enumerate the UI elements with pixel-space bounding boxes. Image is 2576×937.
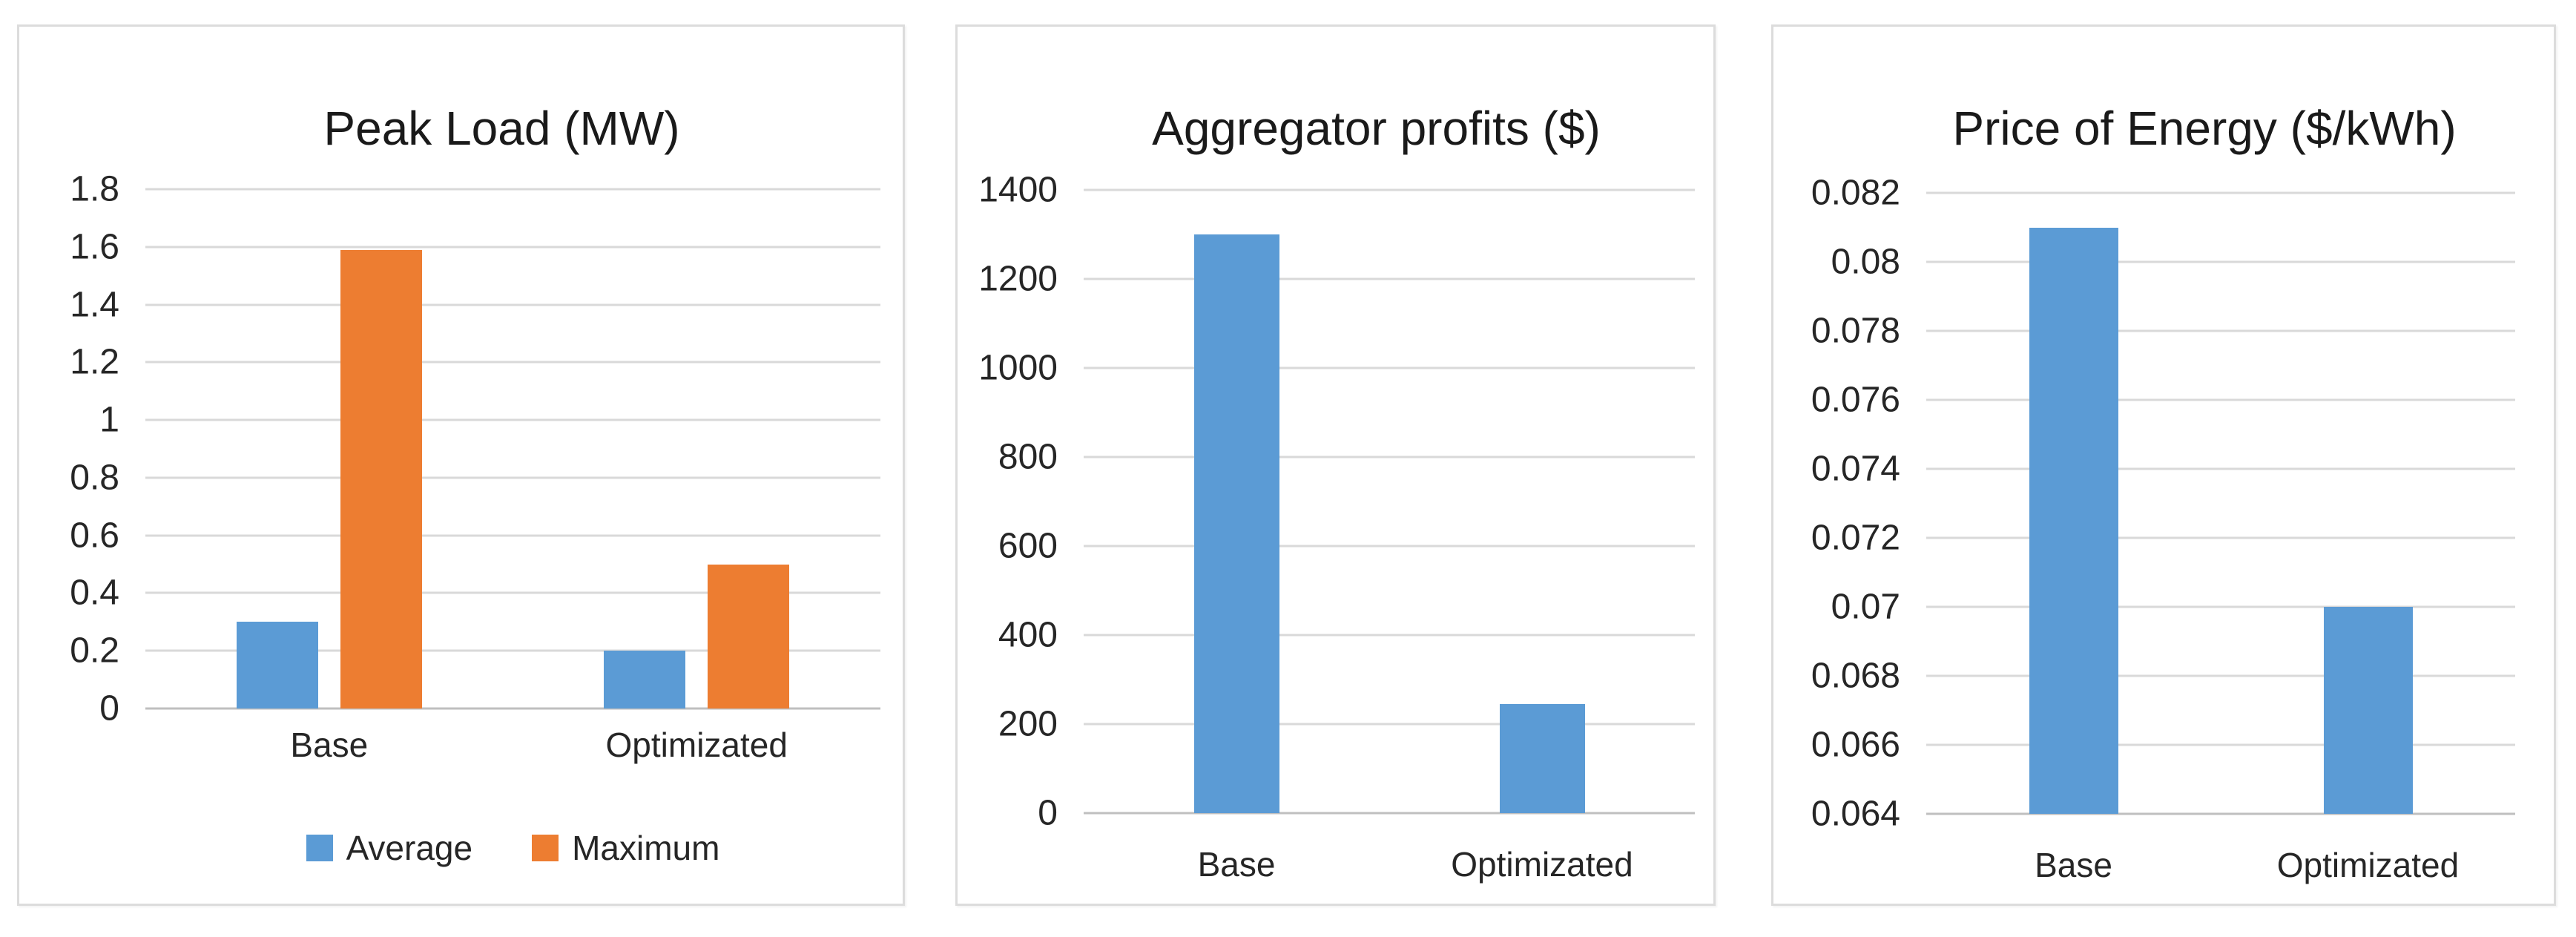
chart-panel-aggregator-profits: Aggregator profits ($) 1400 1200 1000 800 60…	[955, 24, 1716, 906]
gridline	[1926, 329, 2515, 332]
gridline	[145, 476, 880, 479]
y-tick-label: 0.076	[1811, 380, 1900, 420]
bars	[145, 189, 880, 708]
gridline	[1926, 260, 2515, 263]
y-tick-label: 600	[998, 526, 1058, 566]
legend-swatch-maximum-icon	[532, 835, 559, 861]
bar-optimizated	[2323, 607, 2413, 814]
x-category-label-base: Base	[2035, 846, 2112, 884]
y-tick-label: 400	[998, 615, 1058, 655]
gridline	[1926, 605, 2515, 608]
chart-panel-price-of-energy: Price of Energy ($/kWh) 0.082 0.08 0.078 0.…	[1771, 24, 2556, 906]
category-slot-optimizated	[1389, 190, 1695, 813]
x-category-label-optimizated: Optimizated	[605, 726, 788, 764]
gridline	[145, 649, 880, 652]
y-tick-label: 0.2	[70, 631, 119, 671]
category-slot-base	[1926, 193, 2221, 814]
y-tick-label: 0.064	[1811, 794, 1900, 834]
x-axis-baseline	[1084, 812, 1695, 815]
x-axis-baseline	[1926, 812, 2515, 815]
y-tick-label: 0.074	[1811, 449, 1900, 489]
gridline	[1926, 674, 2515, 677]
plot-area: 1.8 1.6 1.4 1.2 1 0.8 0.6 0.4 0.2 0 Base Optimizat…	[70, 170, 880, 764]
y-tick-label: 0.8	[70, 458, 119, 498]
gridline	[145, 361, 880, 364]
gridline	[1926, 743, 2515, 746]
legend-item-average: Average	[306, 828, 473, 868]
x-category-label-base: Base	[290, 726, 369, 764]
y-tick-label: 0.6	[70, 516, 119, 556]
chart-title: Price of Energy ($/kWh)	[1952, 102, 2457, 155]
gridline	[1926, 536, 2515, 539]
y-tick-label: 1200	[978, 259, 1058, 299]
legend-label: Average	[346, 829, 473, 867]
y-tick-label: 200	[998, 704, 1058, 744]
plot-area: 0.082 0.08 0.078 0.076 0.074 0.072 0.07 0.068 0.…	[1811, 174, 2515, 884]
bar-optimizated	[1499, 704, 1585, 813]
legend-item-maximum: Maximum	[532, 828, 719, 868]
plot-area: 1400 1200 1000 800 600 400 200 0 Base Optimizate…	[978, 171, 1695, 884]
bar-maximum-optimizated	[708, 564, 790, 708]
bar-maximum-base	[340, 249, 422, 708]
chart-title: Aggregator profits ($)	[1152, 102, 1601, 155]
x-axis-category-labels: Base Optimizated	[1084, 844, 1695, 884]
gridline	[1084, 456, 1695, 458]
y-tick-label: 0	[1038, 793, 1058, 833]
gridline	[145, 534, 880, 537]
gridline	[1084, 545, 1695, 548]
x-category-label-optimizated: Optimizated	[1451, 845, 1633, 884]
x-axis-category-labels: Base Optimizated	[1926, 845, 2515, 885]
chart-panel-peak-load: Peak Load (MW) 1.8 1.6 1.4 1.2 1 0.8 0.6 0.4 0.2…	[17, 24, 905, 906]
legend: Average Maximum	[145, 828, 880, 868]
bars	[1084, 190, 1695, 813]
gridline	[1084, 723, 1695, 726]
gridline	[145, 418, 880, 421]
gridline	[145, 188, 880, 191]
y-tick-label: 1.2	[70, 342, 119, 382]
gridline	[1084, 366, 1695, 369]
y-tick-label: 0	[99, 688, 119, 729]
y-tick-label: 1.4	[70, 285, 119, 325]
gridline	[145, 303, 880, 306]
y-tick-label: 0.08	[1831, 242, 1900, 282]
y-tick-label: 0.078	[1811, 311, 1900, 351]
y-tick-label: 0.068	[1811, 656, 1900, 696]
chart-title: Peak Load (MW)	[323, 102, 680, 155]
category-slot-base	[145, 189, 513, 708]
y-tick-label: 0.066	[1811, 725, 1900, 765]
y-tick-label: 1	[99, 400, 119, 440]
bar-base	[1193, 234, 1279, 813]
y-tick-label: 0.4	[70, 573, 119, 613]
x-category-label-base: Base	[1197, 845, 1276, 884]
legend-label: Maximum	[572, 829, 720, 867]
category-slot-base	[1084, 190, 1389, 813]
gridline	[145, 591, 880, 594]
gridline	[145, 246, 880, 249]
gridline	[1926, 467, 2515, 470]
category-slot-optimizated	[2221, 193, 2515, 814]
gridline	[1084, 188, 1695, 191]
y-tick-label: 1.6	[70, 227, 119, 267]
y-tick-label: 0.072	[1811, 518, 1900, 558]
bars	[1926, 193, 2515, 814]
y-tick-label: 0.07	[1831, 587, 1900, 627]
bar-average-base	[236, 622, 318, 708]
y-tick-label: 800	[998, 437, 1058, 477]
x-category-label-optimizated: Optimizated	[2276, 846, 2460, 884]
y-tick-label: 1400	[978, 170, 1058, 210]
bar-base	[2029, 227, 2118, 814]
x-axis-baseline	[145, 707, 880, 710]
bar-average-optimizated	[604, 651, 686, 708]
gridline	[1926, 398, 2515, 401]
y-tick-label: 1000	[978, 348, 1058, 388]
gridline	[1926, 191, 2515, 194]
gridline	[1084, 634, 1695, 637]
y-tick-label: 1.8	[70, 169, 119, 209]
legend-swatch-average-icon	[306, 835, 333, 861]
x-axis-category-labels: Base Optimizated	[145, 725, 880, 765]
category-slot-optimizated	[513, 189, 881, 708]
y-tick-label: 0.082	[1811, 173, 1900, 213]
gridline	[1084, 277, 1695, 280]
